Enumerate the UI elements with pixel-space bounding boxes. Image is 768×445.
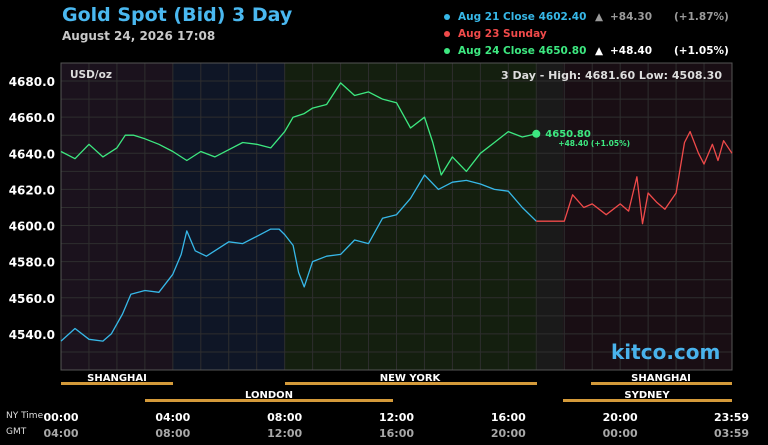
session-label-sydney: SYDNEY bbox=[624, 390, 670, 401]
x-tick-label-gmt: 20:00 bbox=[491, 427, 526, 440]
series-line-aug23 bbox=[536, 130, 733, 225]
gridlines bbox=[61, 62, 732, 371]
x-tick-label-ny: 00:00 bbox=[43, 411, 78, 424]
legend-arrow-aug24: ▲ bbox=[595, 45, 604, 57]
x-tick-label-gmt: 00:00 bbox=[603, 427, 638, 440]
x-tick-label-ny: 20:00 bbox=[603, 411, 638, 424]
x-axis: 00:00 04:00 04:00 08:00 08:00 12:00 12:00 16:00… bbox=[43, 411, 749, 440]
x-tick-label-ny: 23:59 bbox=[714, 411, 749, 424]
sydney-bar bbox=[563, 399, 732, 402]
y-tick-label: 4660.0 bbox=[9, 111, 55, 125]
weekend-gap-tint bbox=[537, 63, 563, 370]
y-tick-label: 4540.0 bbox=[9, 328, 55, 342]
chart-title: Gold Spot (Bid) 3 Day bbox=[62, 4, 293, 26]
legend-change-aug24: +48.40 bbox=[610, 45, 653, 57]
legend-label-aug24: Aug 24 Close 4650.80 bbox=[458, 45, 587, 57]
newyork-session-tint bbox=[285, 63, 537, 370]
legend-pct-aug24: (+1.05%) bbox=[674, 45, 729, 57]
x-tick-label-ny: 16:00 bbox=[491, 411, 526, 424]
x-tick-label-gmt: 12:00 bbox=[267, 427, 302, 440]
y-axis: 4540.0 4560.0 4580.0 4600.0 4620.0 4640.0 4660… bbox=[9, 75, 55, 342]
unit-label: USD/oz bbox=[70, 69, 112, 81]
x-tick-label-ny: 04:00 bbox=[155, 411, 190, 424]
y-tick-label: 4560.0 bbox=[9, 292, 55, 306]
london-bar bbox=[145, 399, 393, 402]
legend-change-aug21: +84.30 bbox=[610, 11, 653, 23]
session-label-shanghai: SHANGHAI bbox=[87, 373, 147, 384]
plot-border bbox=[60, 62, 733, 371]
ny-time-label: NY Time bbox=[6, 411, 44, 421]
session-label-shanghai2: SHANGHAI bbox=[631, 373, 691, 384]
y-tick-label: 4680.0 bbox=[9, 75, 55, 89]
x-tick-label-gmt: 04:00 bbox=[43, 427, 78, 440]
shanghai2-bar bbox=[591, 382, 732, 385]
legend-dot-aug21 bbox=[444, 14, 450, 20]
legend-pct-aug21: (+1.87%) bbox=[674, 11, 729, 23]
y-tick-label: 4640.0 bbox=[9, 147, 55, 161]
x-tick-label-gmt: 03:59 bbox=[714, 427, 749, 440]
legend-dot-aug23 bbox=[444, 31, 450, 37]
high-low-label: 3 Day - High: 4681.60 Low: 4508.30 bbox=[501, 69, 722, 82]
newyork-bar bbox=[285, 382, 537, 385]
x-tick-label-gmt: 08:00 bbox=[155, 427, 190, 440]
session-label-london: LONDON bbox=[245, 390, 293, 401]
shanghai-bar bbox=[61, 382, 173, 385]
last-price-marker bbox=[532, 129, 541, 138]
y-tick-label: 4580.0 bbox=[9, 256, 55, 270]
sunday-session-tint bbox=[563, 63, 732, 370]
series-line-aug21 bbox=[60, 174, 537, 342]
session-label-newyork: NEW YORK bbox=[380, 373, 442, 384]
legend-arrow-aug21: ▲ bbox=[595, 11, 604, 23]
x-tick-label-ny: 08:00 bbox=[267, 411, 302, 424]
legend-dot-aug24 bbox=[444, 48, 450, 54]
legend-label-aug23: Aug 23 Sunday bbox=[458, 28, 547, 40]
legend-label-aug21: Aug 21 Close 4602.40 bbox=[458, 11, 587, 23]
x-tick-label-gmt: 16:00 bbox=[379, 427, 414, 440]
series-line-aug24 bbox=[60, 82, 537, 176]
y-tick-label: 4620.0 bbox=[9, 183, 55, 197]
session-bars: SHANGHAI LONDON NEW YORK SHANGHAI SYDNEY bbox=[61, 373, 732, 402]
y-tick-label: 4600.0 bbox=[9, 220, 55, 234]
x-tick-label-ny: 12:00 bbox=[379, 411, 414, 424]
chart-subtitle: August 24, 2026 17:08 bbox=[62, 29, 216, 43]
gmt-label: GMT bbox=[6, 427, 27, 437]
series-lines bbox=[60, 82, 733, 342]
brand-logo: kitco.com bbox=[611, 340, 721, 364]
last-price-label: 4650.80 bbox=[545, 129, 591, 140]
last-change-label: +48.40 (+1.05%) bbox=[558, 139, 630, 148]
